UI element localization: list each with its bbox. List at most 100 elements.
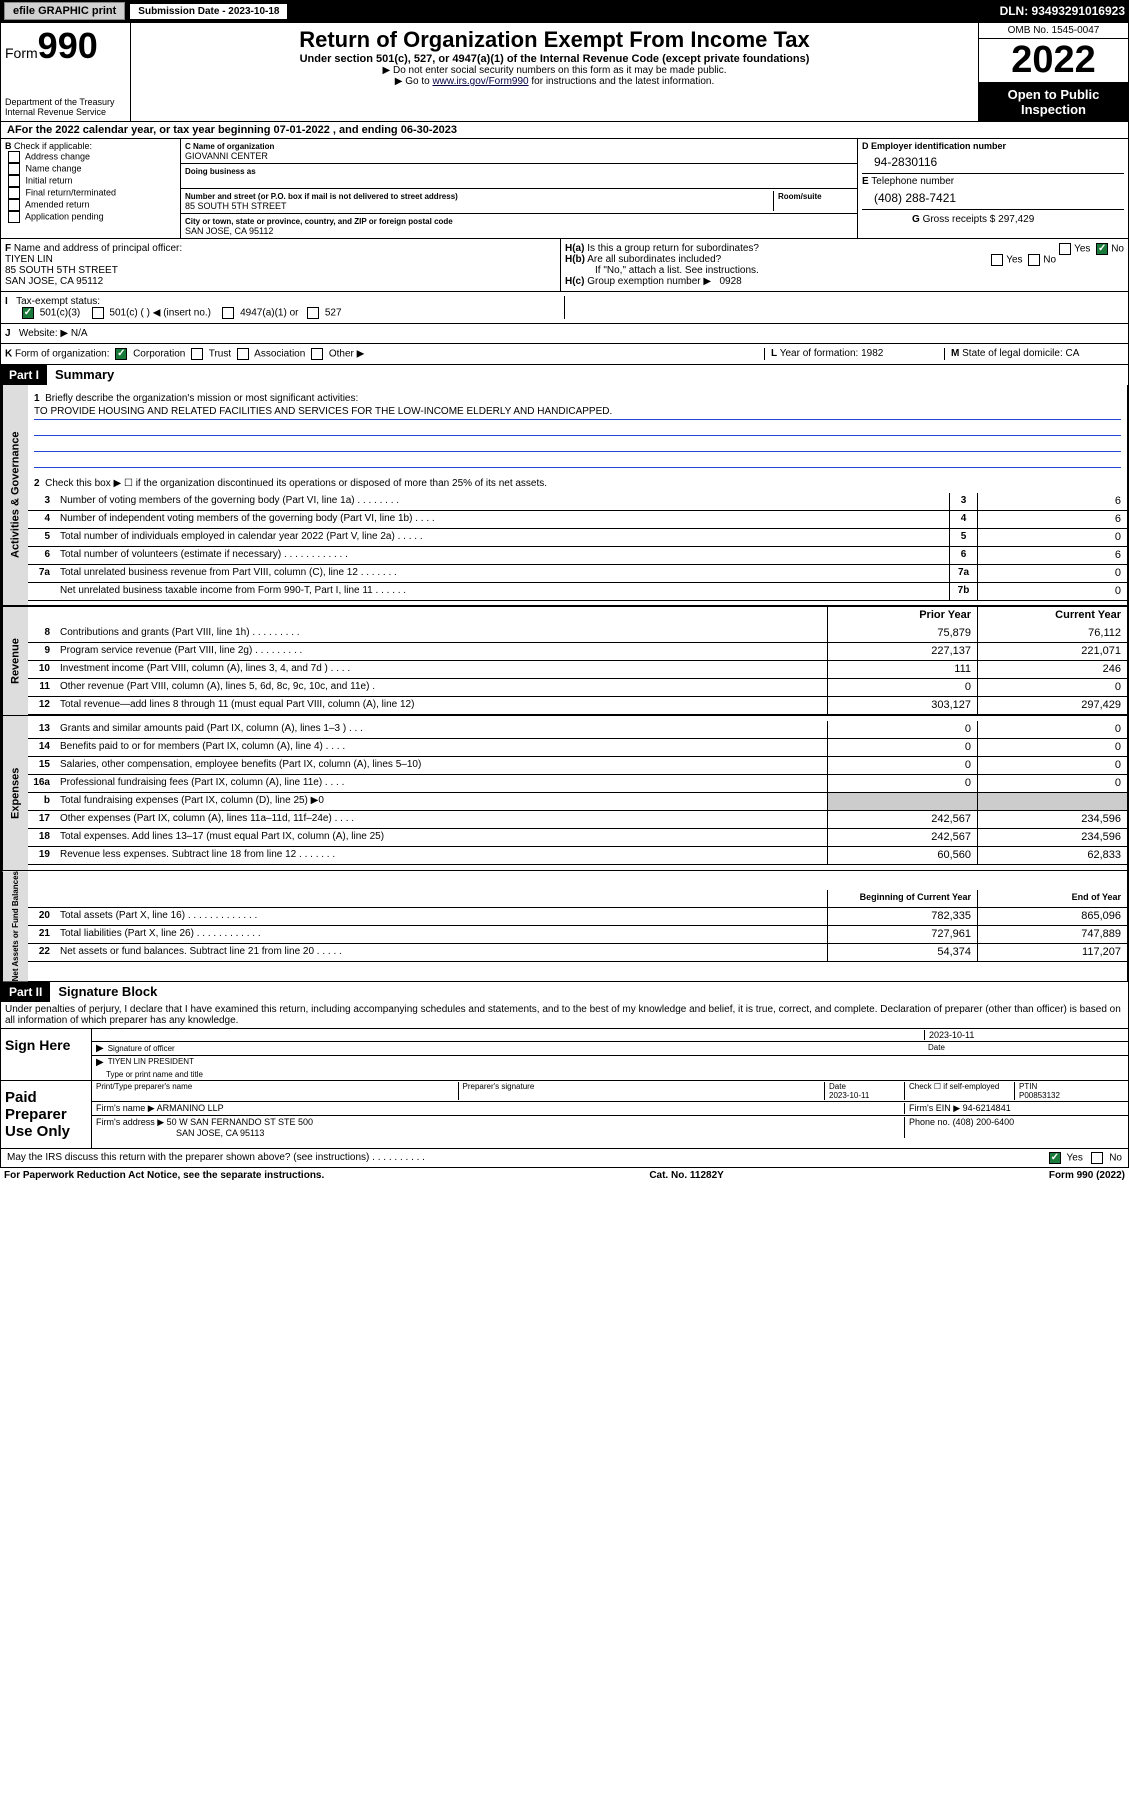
- declaration: Under penalties of perjury, I declare th…: [1, 1002, 1128, 1028]
- table-row: 21Total liabilities (Part X, line 26) . …: [28, 926, 1127, 944]
- cb-name-change[interactable]: Name change: [5, 163, 176, 175]
- officer-name: TIYEN LIN: [5, 254, 53, 265]
- table-row: 13Grants and similar amounts paid (Part …: [28, 721, 1127, 739]
- cb-final-return[interactable]: Final return/terminated: [5, 187, 176, 199]
- cb-address-change[interactable]: Address change: [5, 151, 176, 163]
- officer-addr1: 85 SOUTH 5TH STREET: [5, 265, 118, 276]
- vtab-expenses: Expenses: [2, 716, 28, 870]
- vtab-netassets: Net Assets or Fund Balances: [2, 871, 28, 981]
- cb-501c[interactable]: [92, 307, 104, 319]
- group-exemption: 0928: [719, 276, 741, 287]
- firm-name: ARMANINO LLP: [157, 1103, 224, 1113]
- org-street: 85 SOUTH 5TH STREET: [185, 201, 287, 211]
- year-formation: 1982: [861, 348, 883, 359]
- cat-no: Cat. No. 11282Y: [649, 1170, 723, 1181]
- table-row: Net unrelated business taxable income fr…: [28, 583, 1127, 601]
- officer-addr2: SAN JOSE, CA 95112: [5, 276, 103, 287]
- topbar: efile GRAPHIC print Submission Date - 20…: [0, 0, 1129, 22]
- table-row: 22Net assets or fund balances. Subtract …: [28, 944, 1127, 962]
- open-public-badge: Open to Public Inspection: [979, 83, 1128, 121]
- website-row: J Website: ▶ N/A: [0, 324, 1129, 344]
- discuss-row: May the IRS discuss this return with the…: [0, 1149, 1129, 1168]
- table-row: 18Total expenses. Add lines 13–17 (must …: [28, 829, 1127, 847]
- table-row: 4Number of independent voting members of…: [28, 511, 1127, 529]
- firm-phone: (408) 200-6400: [953, 1117, 1015, 1127]
- block-c: C Name of organizationGIOVANNI CENTER Do…: [181, 139, 858, 238]
- ptin: P00853132: [1019, 1091, 1060, 1100]
- vtab-governance: Activities & Governance: [2, 385, 28, 605]
- org-name: GIOVANNI CENTER: [185, 151, 268, 161]
- cb-other[interactable]: [311, 348, 323, 360]
- cb-corp[interactable]: [115, 348, 127, 360]
- table-row: 20Total assets (Part X, line 16) . . . .…: [28, 908, 1127, 926]
- table-row: 3Number of voting members of the governi…: [28, 493, 1127, 511]
- sign-here-block: Sign Here 2023-10-11 Signature of office…: [0, 1028, 1129, 1081]
- table-row: 19Revenue less expenses. Subtract line 1…: [28, 847, 1127, 865]
- firm-addr: 50 W SAN FERNANDO ST STE 500: [167, 1117, 313, 1127]
- table-row: 9Program service revenue (Part VIII, lin…: [28, 643, 1127, 661]
- omb-number: OMB No. 1545-0047: [979, 23, 1128, 39]
- officer-group-block: F Name and address of principal officer:…: [0, 239, 1129, 292]
- form-header: Form990 Department of the Treasury Inter…: [0, 22, 1129, 122]
- ssn-note: ▶ Do not enter social security numbers o…: [135, 65, 974, 76]
- block-d-e-g: D Employer identification number 94-2830…: [858, 139, 1128, 238]
- cb-app-pending[interactable]: Application pending: [5, 211, 176, 223]
- table-row: 5Total number of individuals employed in…: [28, 529, 1127, 547]
- table-row: 16aProfessional fundraising fees (Part I…: [28, 775, 1127, 793]
- form-ref: Form 990 (2022): [1049, 1170, 1125, 1181]
- sign-date: 2023-10-11: [929, 1030, 974, 1040]
- block-b: B Check if applicable: Address change Na…: [1, 139, 181, 238]
- part1: Part ISummary Activities & Governance 1 …: [0, 365, 1129, 982]
- paid-preparer-block: Paid Preparer Use Only Print/Type prepar…: [0, 1081, 1129, 1149]
- gross-receipts: 297,429: [998, 214, 1034, 225]
- irs-link[interactable]: www.irs.gov/Form990: [432, 76, 528, 87]
- paid-preparer-label: Paid Preparer Use Only: [1, 1081, 91, 1148]
- part1-header: Part I: [1, 365, 47, 385]
- table-row: 12Total revenue—add lines 8 through 11 (…: [28, 697, 1127, 715]
- cb-discuss-no[interactable]: [1091, 1152, 1103, 1164]
- cb-discuss-yes[interactable]: [1049, 1152, 1061, 1164]
- table-row: 6Total number of volunteers (estimate if…: [28, 547, 1127, 565]
- table-row: 15Salaries, other compensation, employee…: [28, 757, 1127, 775]
- part2-header: Part II: [1, 982, 50, 1002]
- table-row: bTotal fundraising expenses (Part IX, co…: [28, 793, 1127, 811]
- table-row: 17Other expenses (Part IX, column (A), l…: [28, 811, 1127, 829]
- table-row: 8Contributions and grants (Part VIII, li…: [28, 625, 1127, 643]
- officer-sig-name: TIYEN LIN PRESIDENT: [108, 1057, 194, 1068]
- efile-button[interactable]: efile GRAPHIC print: [4, 2, 125, 20]
- cb-501c3[interactable]: [22, 307, 34, 319]
- tax-exempt-row: I Tax-exempt status: 501(c)(3) 501(c) ( …: [0, 292, 1129, 324]
- table-row: 14Benefits paid to or for members (Part …: [28, 739, 1127, 757]
- table-row: 10Investment income (Part VIII, column (…: [28, 661, 1127, 679]
- prep-date: 2023-10-11: [829, 1091, 869, 1100]
- mission-text: TO PROVIDE HOUSING AND RELATED FACILITIE…: [34, 406, 1121, 420]
- cb-assoc[interactable]: [237, 348, 249, 360]
- submission-date: Submission Date - 2023-10-18: [129, 3, 288, 20]
- firm-ein: 94-6214841: [963, 1103, 1011, 1113]
- vtab-revenue: Revenue: [2, 607, 28, 715]
- form-number: Form990: [5, 25, 126, 67]
- tax-year: 2022: [979, 39, 1128, 83]
- link-note: ▶ Go to www.irs.gov/Form990 for instruct…: [135, 76, 974, 87]
- table-row: 11Other revenue (Part VIII, column (A), …: [28, 679, 1127, 697]
- cb-trust[interactable]: [191, 348, 203, 360]
- table-row: 7aTotal unrelated business revenue from …: [28, 565, 1127, 583]
- footer: For Paperwork Reduction Act Notice, see …: [0, 1168, 1129, 1183]
- phone: (408) 288-7421: [862, 187, 1124, 209]
- cb-527[interactable]: [307, 307, 319, 319]
- form-org-row: K Form of organization: Corporation Trus…: [0, 344, 1129, 365]
- entity-block: B Check if applicable: Address change Na…: [0, 139, 1129, 239]
- part2: Part IISignature Block Under penalties o…: [0, 982, 1129, 1028]
- tax-year-range: A For the 2022 calendar year, or tax yea…: [0, 122, 1129, 139]
- paperwork-notice: For Paperwork Reduction Act Notice, see …: [4, 1170, 324, 1181]
- cb-amended[interactable]: Amended return: [5, 199, 176, 211]
- dept-label: Department of the Treasury Internal Reve…: [5, 97, 126, 117]
- cb-4947[interactable]: [222, 307, 234, 319]
- cb-initial-return[interactable]: Initial return: [5, 175, 176, 187]
- form-title: Return of Organization Exempt From Incom…: [135, 27, 974, 53]
- ein: 94-2830116: [862, 151, 1124, 173]
- org-city: SAN JOSE, CA 95112: [185, 226, 273, 236]
- form-subtitle: Under section 501(c), 527, or 4947(a)(1)…: [135, 53, 974, 65]
- website: N/A: [71, 328, 88, 339]
- sign-here-label: Sign Here: [1, 1029, 91, 1080]
